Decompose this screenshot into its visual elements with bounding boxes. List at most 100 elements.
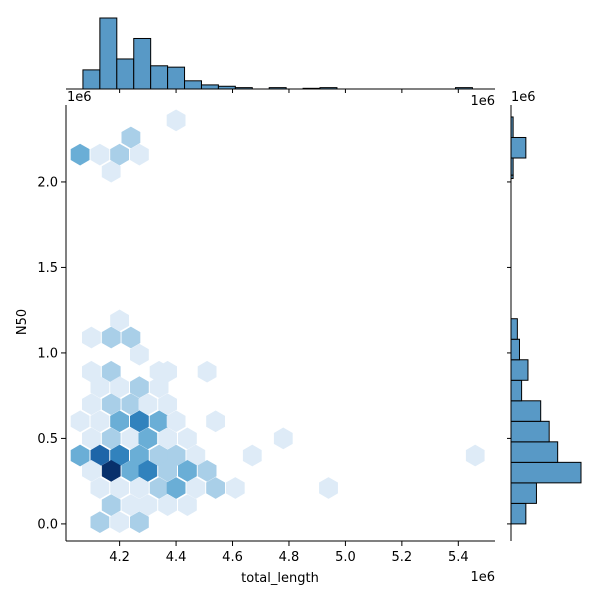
x-tick-label: 4.6 <box>222 550 243 565</box>
hexbin-cell <box>138 393 158 416</box>
top-histogram-bar <box>99 17 118 90</box>
x-tick-label: 5.2 <box>392 550 413 565</box>
hexbin-cell <box>138 494 158 516</box>
top-histogram-bar <box>82 69 101 90</box>
hexbin-cell <box>101 393 121 416</box>
hexbin-cell <box>101 427 121 450</box>
x-offset-label-main: 1e6 <box>470 570 495 585</box>
hexbin-cell <box>197 360 217 383</box>
right-histogram-bar <box>510 502 527 525</box>
hexbin-cell <box>242 444 262 467</box>
y-tick-label: 1.5 <box>37 261 58 276</box>
y-tick-label: 2.0 <box>37 175 58 190</box>
y-tick-label: 0.0 <box>37 517 58 532</box>
hexbin-cell <box>149 376 169 398</box>
hexbin-cell <box>206 477 225 499</box>
axes-layer: 4.2 4.4 4.6 4.8 5.0 5.2 5.4 0.0 0.5 1.0 1.5 2.0 <box>37 88 512 565</box>
hexbin-cell <box>110 410 129 433</box>
hexbin-cell <box>225 477 245 499</box>
hexbin-cell <box>206 410 225 433</box>
hexbin-cell <box>82 460 101 482</box>
hexbin-cell <box>166 109 186 132</box>
right-histogram-bar <box>510 359 529 381</box>
hexbin-cell <box>110 477 129 499</box>
hexbin-cell <box>90 477 110 499</box>
hexbin-cell <box>178 427 197 450</box>
right-histogram-bar <box>510 482 537 504</box>
hexbin-cell <box>138 460 158 482</box>
right-histogram-bar <box>510 379 523 402</box>
hexbin-cell <box>90 376 110 398</box>
hexbin-cell <box>121 126 141 149</box>
hexbin-cell <box>166 410 186 433</box>
hexbin-cell <box>158 427 177 450</box>
x-tick-label: 5.4 <box>448 550 469 565</box>
hexbin-cell <box>273 427 293 450</box>
hexbin-cell <box>110 511 129 534</box>
hexbin-cell <box>101 160 121 183</box>
hexbin-cell <box>110 309 129 332</box>
x-tick-label: 4.4 <box>166 550 187 565</box>
hexbin-cell <box>70 410 90 433</box>
hexbin-cell <box>130 343 149 366</box>
right-histogram-bar <box>510 461 582 484</box>
hexbin-cell <box>319 477 338 499</box>
right-histogram-bar <box>510 318 518 340</box>
hexbin-cell <box>130 410 149 433</box>
hexbin-cell <box>82 393 101 416</box>
hexbin-cell <box>110 143 129 166</box>
right-histogram-bar <box>510 420 550 443</box>
hexbin-cell <box>138 427 158 450</box>
hexbin-cell <box>465 444 485 467</box>
x-offset-label-top: 1e6 <box>470 94 495 109</box>
hexbin-cell <box>101 326 121 349</box>
hexbin-cell <box>130 477 149 499</box>
hexbin-cell <box>121 427 141 450</box>
hexbin-cell <box>101 460 121 482</box>
x-tick-label: 4.8 <box>279 550 300 565</box>
hexbin-cell <box>178 460 197 482</box>
y-tick-label: 1.0 <box>37 346 58 361</box>
top-histogram-bar <box>150 65 169 90</box>
hexbin-cell <box>110 376 129 398</box>
y-offset-label-right: 1e6 <box>511 90 536 105</box>
hexbin-cell <box>90 511 110 534</box>
x-axis-title: total_length <box>241 571 319 586</box>
hexbin-cell <box>90 143 110 166</box>
top-marginal-histogram <box>82 17 473 90</box>
hexbin-layer <box>70 109 485 534</box>
top-histogram-bar <box>116 58 135 90</box>
x-tick-label: 5.0 <box>335 550 356 565</box>
hexbin-cell <box>158 494 177 516</box>
hexbin-cell <box>82 427 101 450</box>
hexbin-cell <box>130 376 149 398</box>
right-histogram-bar <box>510 136 527 159</box>
hexbin-cell <box>158 460 177 482</box>
hexbin-cell <box>149 477 169 499</box>
top-histogram-bar <box>167 66 186 90</box>
hexbin-cell <box>130 143 149 166</box>
hexbin-cell <box>197 460 217 482</box>
hexbin-cell <box>90 410 110 433</box>
hexbin-cell <box>121 393 141 416</box>
right-histogram-bar <box>510 441 559 463</box>
top-histogram-bar <box>133 37 152 90</box>
hexbin-cell <box>70 444 90 467</box>
hexbin-cell <box>149 410 169 433</box>
hexbin-cell <box>121 494 141 516</box>
right-histogram-bar <box>510 400 542 422</box>
y-offset-label-main: 1e6 <box>67 90 92 105</box>
hexbin-cell <box>70 143 90 166</box>
hexbin-cell <box>121 326 141 349</box>
hexbin-cell <box>186 477 206 499</box>
x-tick-label: 4.2 <box>109 550 130 565</box>
hexbin-cell <box>166 477 186 499</box>
right-histogram-bar <box>510 338 520 361</box>
hexbin-cell <box>178 494 197 516</box>
hexbin-cell <box>82 326 101 349</box>
hexbin-cell <box>158 393 177 416</box>
y-axis-title: N50 <box>15 309 30 335</box>
hexbin-cell <box>130 511 149 534</box>
